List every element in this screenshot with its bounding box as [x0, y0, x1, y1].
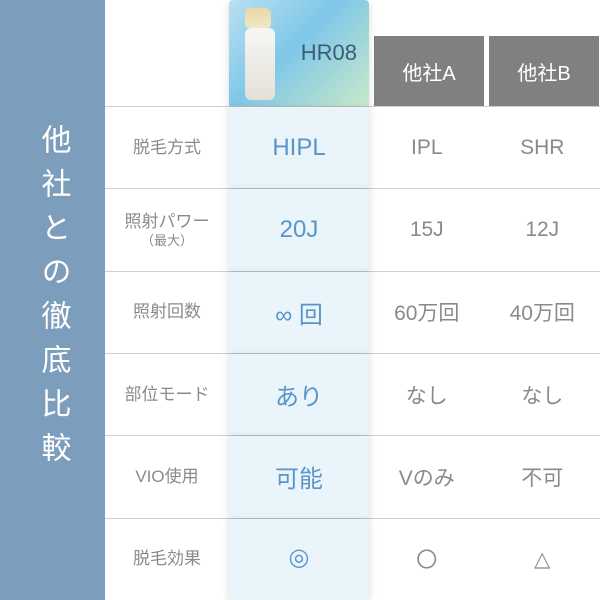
row-label-text: 部位モード: [125, 384, 210, 406]
row-label-text: 脱毛効果: [133, 548, 201, 570]
row-data-cell-b: 40万回: [485, 272, 600, 353]
row-data-cell-b: SHR: [485, 107, 600, 188]
row-hero-cell: ◎: [229, 519, 369, 600]
header-hero-cell: HR08: [229, 0, 369, 106]
row-data-cell-a: 〇: [369, 519, 485, 600]
header-spacer: [105, 0, 229, 106]
row-sublabel-text: （最大）: [141, 233, 193, 250]
row-label: VIO使用: [105, 436, 229, 517]
table-row: 脱毛方式 HIPLIPLSHR: [105, 106, 600, 188]
comparison-table: HR08 他社A 他社B 脱毛方式HIPLIPLSHR照射パワー（最大）20J1…: [105, 0, 600, 600]
row-label: 脱毛効果: [105, 519, 229, 600]
row-data-cell-a: Vのみ: [369, 436, 485, 517]
row-hero-cell: 可能: [229, 436, 369, 517]
row-hero-cell: ∞ 回: [229, 272, 369, 353]
row-data-cell-a: なし: [369, 354, 485, 435]
row-hero-cell: あり: [229, 354, 369, 435]
row-label: 照射回数: [105, 272, 229, 353]
row-data-cell-b: 不可: [485, 436, 600, 517]
row-hero-cell: HIPL: [229, 107, 369, 188]
table-row: 部位モードありなしなし: [105, 353, 600, 435]
row-data-cell-a: 15J: [369, 189, 485, 270]
row-data-cell-b: 12J: [485, 189, 600, 270]
table-header-row: HR08 他社A 他社B: [105, 0, 600, 106]
heading-title: 他社との徹底比較: [35, 124, 71, 476]
row-label: 部位モード: [105, 354, 229, 435]
table-row: 照射回数 ∞ 回60万回40万回: [105, 271, 600, 353]
row-data-cell-b: △: [485, 519, 600, 600]
row-data-cell-a: 60万回: [369, 272, 485, 353]
header-other-a: 他社A: [374, 36, 484, 106]
table-row: VIO使用 可能Vのみ不可: [105, 435, 600, 517]
row-data-cell-b: なし: [485, 354, 600, 435]
table-row: 脱毛効果 ◎〇△: [105, 518, 600, 600]
hero-product-name: HR08: [301, 40, 357, 66]
table-body: 脱毛方式HIPLIPLSHR照射パワー（最大）20J15J12J照射回数∞ 回6…: [105, 106, 600, 600]
row-label: 照射パワー（最大）: [105, 189, 229, 270]
row-hero-cell: 20J: [229, 189, 369, 270]
row-label-text: VIO使用: [135, 466, 198, 488]
row-label-text: 脱毛方式: [133, 137, 201, 159]
row-data-cell-a: IPL: [369, 107, 485, 188]
table-row: 照射パワー（最大）20J15J12J: [105, 188, 600, 270]
heading-column: 他社との徹底比較: [0, 0, 105, 600]
row-label-text: 照射パワー: [125, 211, 210, 233]
device-icon: [245, 8, 275, 100]
row-label: 脱毛方式: [105, 107, 229, 188]
header-other-b: 他社B: [489, 36, 599, 106]
row-label-text: 照射回数: [133, 301, 201, 323]
